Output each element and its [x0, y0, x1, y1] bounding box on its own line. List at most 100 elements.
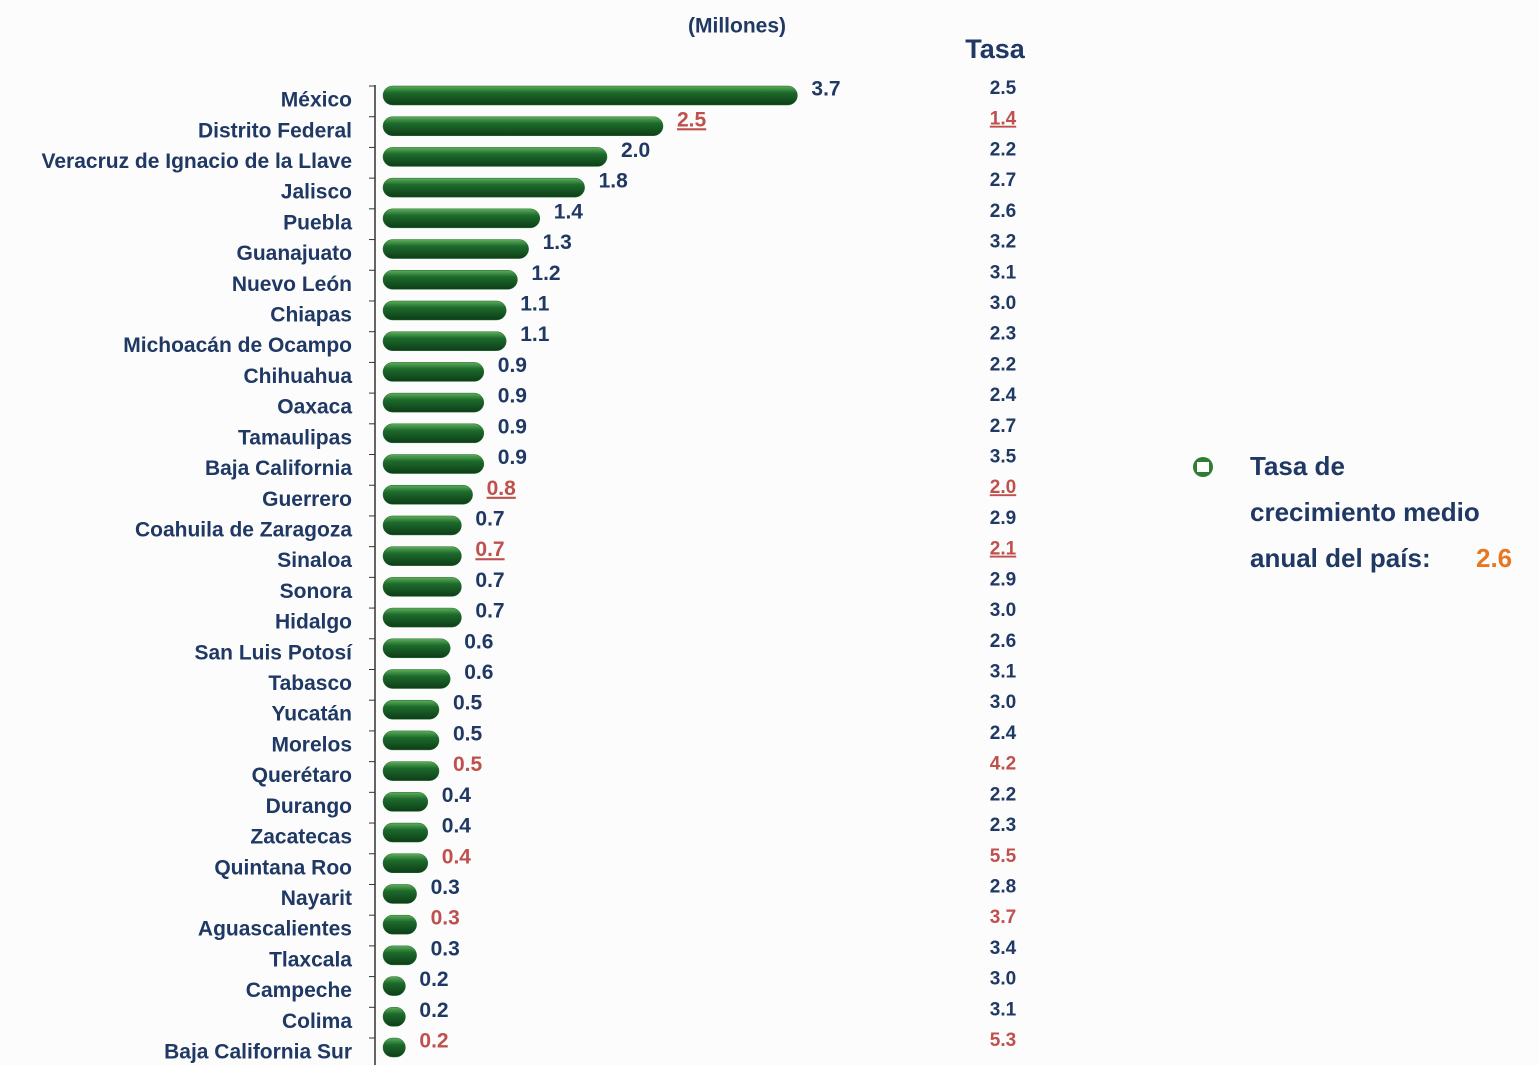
value-label: 0.9 [498, 446, 527, 469]
tasa-value: 1.4 [990, 109, 1017, 130]
bar [383, 915, 417, 934]
bar [383, 301, 506, 320]
value-label: 0.4 [442, 784, 472, 807]
bar [383, 393, 484, 412]
bar [383, 485, 473, 504]
value-label: 1.1 [520, 293, 550, 316]
value-label: 0.5 [453, 722, 483, 745]
value-label: 0.3 [431, 907, 460, 930]
value-label: 0.3 [431, 876, 460, 899]
tasa-value: 2.9 [990, 569, 1016, 590]
category-label: Campeche [246, 979, 352, 1002]
tasa-value: 2.5 [990, 78, 1017, 99]
chart: (Millones) Tasa Tasa de crecimiento medi… [0, 0, 1538, 1065]
category-label: Distrito Federal [198, 119, 352, 142]
value-label: 0.6 [464, 630, 493, 653]
tasa-value: 5.3 [990, 1030, 1016, 1051]
tasa-value: 3.0 [990, 600, 1016, 621]
bar [383, 270, 517, 289]
bar [383, 86, 797, 105]
tasa-value: 3.5 [990, 447, 1017, 468]
value-label: 0.7 [475, 507, 504, 530]
category-label: Jalisco [281, 181, 352, 204]
category-label: Tlaxcala [269, 948, 352, 971]
tasa-value: 3.2 [990, 232, 1016, 253]
category-label: Guanajuato [236, 242, 352, 265]
tasa-value: 4.2 [990, 754, 1016, 775]
category-label: Sonora [280, 580, 353, 603]
tasa-value: 2.3 [990, 324, 1016, 345]
bar [383, 362, 484, 381]
tasa-value: 2.8 [990, 876, 1016, 897]
category-label: Baja California Sur [164, 1041, 352, 1064]
tasa-value: 2.9 [990, 508, 1016, 529]
bar [383, 455, 484, 474]
bar [383, 1007, 405, 1026]
category-label: Tamaulipas [238, 426, 352, 449]
value-label: 2.0 [621, 139, 650, 162]
bar [383, 332, 506, 351]
tasa-value: 2.0 [990, 477, 1016, 498]
category-label: Yucatán [271, 703, 352, 726]
value-label: 3.7 [811, 78, 840, 101]
tasa-value: 3.0 [990, 969, 1016, 990]
value-label: 0.9 [498, 385, 527, 408]
tasa-value: 2.4 [990, 723, 1017, 744]
value-label: 0.9 [498, 354, 527, 377]
bar [383, 792, 428, 811]
value-label: 0.2 [419, 1030, 448, 1053]
category-label: Tabasco [268, 672, 352, 695]
bar [383, 147, 607, 166]
tasa-value: 3.4 [990, 938, 1017, 959]
bar [383, 823, 428, 842]
bar [383, 762, 439, 781]
bar [383, 608, 461, 627]
value-label: 0.3 [431, 937, 460, 960]
value-label: 0.5 [453, 753, 483, 776]
bar [383, 516, 461, 535]
value-label: 1.4 [554, 200, 584, 223]
category-label: Durango [266, 795, 352, 818]
bar [383, 209, 540, 228]
value-label: 1.3 [543, 231, 572, 254]
chart-title: (Millones) [688, 15, 786, 38]
tasa-value: 2.2 [990, 139, 1016, 160]
value-label: 1.1 [520, 323, 550, 346]
tasa-value: 2.6 [990, 201, 1016, 222]
tasa-value: 3.1 [990, 662, 1017, 683]
category-label: México [281, 89, 352, 112]
bar [383, 700, 439, 719]
bar [383, 577, 461, 596]
tasa-value: 3.1 [990, 262, 1017, 283]
category-label: Hidalgo [275, 611, 352, 634]
bar [383, 884, 417, 903]
value-label: 0.4 [442, 845, 472, 868]
bullet-icon-inner [1197, 462, 1209, 472]
bar [383, 547, 461, 566]
tasa-value: 2.2 [990, 354, 1016, 375]
category-label: San Luis Potosí [194, 641, 353, 664]
category-label: Sinaloa [277, 549, 352, 572]
value-label: 0.9 [498, 415, 527, 438]
value-label: 2.5 [677, 108, 707, 131]
note-line: Tasa de [1250, 451, 1345, 481]
value-label: 1.2 [531, 262, 560, 285]
bar [383, 854, 428, 873]
category-label: Chiapas [270, 304, 352, 327]
tasa-value: 3.0 [990, 293, 1016, 314]
tasa-value: 2.6 [990, 631, 1016, 652]
tasa-value: 2.1 [990, 539, 1017, 560]
bar [383, 424, 484, 443]
tasa-header: Tasa [965, 34, 1026, 64]
note-line: crecimiento medio [1250, 497, 1480, 527]
tasa-value: 3.7 [990, 907, 1016, 928]
category-label: Michoacán de Ocampo [123, 334, 352, 357]
category-label: Querétaro [252, 764, 352, 787]
category-label: Oaxaca [277, 396, 352, 419]
value-label: 0.8 [487, 477, 517, 500]
bar [383, 178, 585, 197]
category-label: Coahuila de Zaragoza [135, 518, 352, 541]
tasa-value: 2.4 [990, 385, 1017, 406]
bar [383, 731, 439, 750]
tasa-value: 2.7 [990, 170, 1016, 191]
